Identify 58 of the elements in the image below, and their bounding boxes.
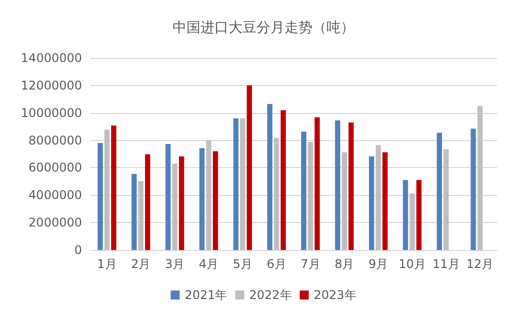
x-tick-label: 2月 xyxy=(131,257,151,271)
bar xyxy=(280,110,286,250)
x-tick-label: 4月 xyxy=(198,257,219,271)
x-tick-label: 5月 xyxy=(232,257,252,271)
x-tick-label: 6月 xyxy=(266,257,286,271)
chart-title: 中国进口大豆分月走势（吨） xyxy=(172,20,354,36)
bar xyxy=(348,122,354,250)
y-tick-label: 8000000 xyxy=(28,133,82,148)
x-tick-label: 3月 xyxy=(164,257,185,271)
x-tick-label: 10月 xyxy=(398,257,426,271)
bar xyxy=(138,181,144,250)
bar xyxy=(314,117,320,250)
y-tick-label: 0 xyxy=(74,243,82,257)
bar xyxy=(132,174,137,250)
bar xyxy=(342,152,347,250)
bar xyxy=(178,156,184,250)
legend-label: 2021年 xyxy=(184,288,228,302)
bar xyxy=(145,154,150,250)
bar xyxy=(301,132,306,250)
bar xyxy=(368,156,374,250)
bar xyxy=(104,130,110,250)
bar xyxy=(246,85,252,250)
x-tick-label: 1月 xyxy=(97,257,117,271)
x-tick-label: 7月 xyxy=(300,257,320,271)
bar xyxy=(98,143,103,250)
bar xyxy=(212,151,218,250)
bar xyxy=(274,138,280,250)
y-tick-label: 2000000 xyxy=(28,216,82,230)
bar xyxy=(470,128,476,250)
x-tick-label: 11月 xyxy=(432,257,460,271)
y-tick-label: 6000000 xyxy=(28,160,82,175)
bar xyxy=(267,104,272,250)
bar xyxy=(172,164,178,250)
bar xyxy=(335,120,340,250)
bar xyxy=(410,193,415,250)
bar xyxy=(436,132,442,250)
bar xyxy=(376,145,381,250)
bar xyxy=(416,180,422,250)
x-tick-label: 9月 xyxy=(368,257,388,271)
bar xyxy=(233,118,238,250)
bar xyxy=(240,118,246,250)
legend-label: 2023年 xyxy=(314,288,356,302)
bar xyxy=(165,144,171,250)
bar xyxy=(308,142,314,250)
legend-label: 2022年 xyxy=(249,288,292,302)
bar xyxy=(199,148,205,250)
y-tick-label: 14000000 xyxy=(20,51,82,65)
x-tick-label: 12月 xyxy=(466,257,494,271)
y-tick-label: 10000000 xyxy=(20,106,82,120)
bar xyxy=(444,149,449,250)
bar xyxy=(402,180,408,250)
bar xyxy=(477,106,483,250)
y-tick-label: 4000000 xyxy=(28,188,82,202)
x-tick-label: 8月 xyxy=(334,257,354,271)
bar xyxy=(206,140,212,250)
bar xyxy=(111,125,116,250)
bar xyxy=(382,152,388,250)
y-tick-label: 12000000 xyxy=(20,78,82,92)
